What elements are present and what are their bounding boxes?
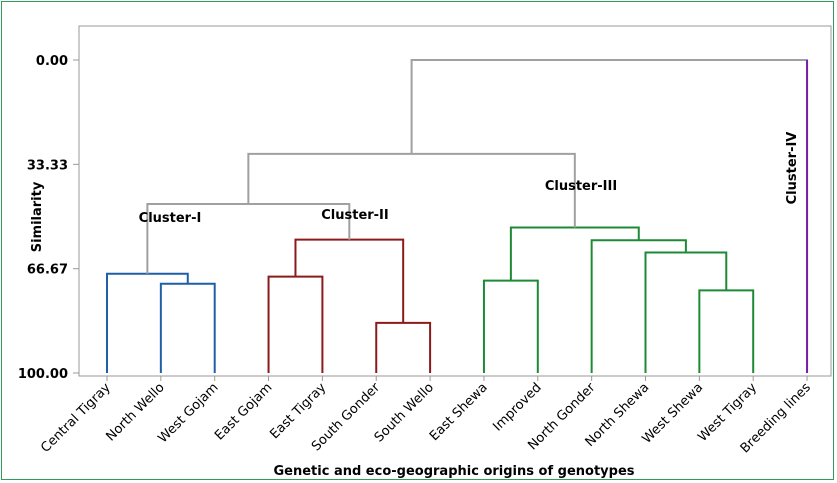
x-category-label: Improved [490,380,544,434]
x-category-label: East Shewa [427,380,491,444]
y-tick-label: 0.00 [36,54,68,69]
x-category-label: Central Tigray [38,380,114,456]
cluster-labels: Cluster-I Cluster-II Cluster-III Cluster-IV [139,132,800,226]
cluster-label: Cluster-IV [785,132,800,205]
y-axis-ticks: 0.00 33.33 66.67 100.00 [18,54,79,382]
cluster-label: Cluster-I [139,211,202,226]
dendrogram-links [106,59,809,373]
x-axis-title: Genetic and eco-geographic origins of ge… [273,464,634,479]
plot-area [78,25,832,377]
x-category-label: East Gojam [212,380,275,443]
cluster-label: Cluster-III [545,179,617,194]
y-tick-label: 66.67 [27,263,68,278]
cluster-label: Cluster-II [321,208,389,223]
y-tick-label: 33.33 [27,158,68,173]
y-axis-title: Similarity [30,181,45,252]
y-tick-label: 100.00 [18,367,68,382]
